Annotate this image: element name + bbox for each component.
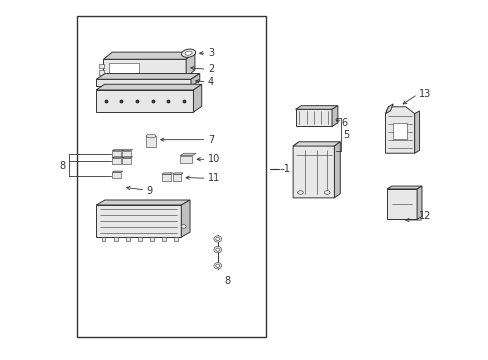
Polygon shape	[414, 111, 419, 153]
Polygon shape	[386, 189, 416, 219]
Ellipse shape	[184, 51, 192, 55]
Bar	[392, 123, 407, 139]
Bar	[114, 237, 117, 242]
Polygon shape	[292, 143, 334, 198]
Polygon shape	[180, 156, 192, 163]
Polygon shape	[96, 90, 193, 112]
Polygon shape	[112, 171, 122, 172]
Polygon shape	[181, 200, 190, 237]
Polygon shape	[112, 172, 121, 178]
Text: 4: 4	[207, 77, 214, 87]
Ellipse shape	[215, 237, 219, 240]
Text: 8: 8	[60, 161, 65, 171]
Polygon shape	[122, 158, 130, 164]
Polygon shape	[112, 150, 122, 151]
Polygon shape	[172, 173, 183, 174]
Text: 5: 5	[342, 130, 348, 140]
Polygon shape	[99, 64, 104, 68]
Polygon shape	[112, 157, 122, 158]
Polygon shape	[180, 153, 196, 156]
Bar	[109, 63, 138, 73]
Bar	[125, 237, 129, 242]
Polygon shape	[331, 106, 337, 126]
Bar	[77, 16, 266, 337]
Polygon shape	[334, 142, 340, 198]
Polygon shape	[96, 79, 191, 86]
Polygon shape	[103, 59, 186, 77]
Ellipse shape	[297, 191, 303, 194]
Polygon shape	[186, 52, 195, 77]
Text: 10: 10	[207, 154, 220, 164]
Ellipse shape	[213, 247, 221, 253]
Polygon shape	[193, 84, 201, 112]
Bar	[150, 237, 154, 242]
Polygon shape	[162, 173, 172, 174]
Ellipse shape	[213, 262, 221, 269]
Polygon shape	[96, 84, 201, 90]
Polygon shape	[191, 73, 200, 86]
Text: 3: 3	[207, 48, 214, 58]
Polygon shape	[96, 205, 181, 237]
Text: 6: 6	[341, 118, 347, 128]
Ellipse shape	[213, 236, 221, 242]
Text: 7: 7	[207, 135, 214, 145]
Polygon shape	[162, 174, 170, 181]
Polygon shape	[103, 52, 195, 59]
Polygon shape	[172, 174, 181, 181]
Polygon shape	[99, 70, 104, 75]
Polygon shape	[112, 158, 121, 164]
Text: 11: 11	[207, 173, 220, 183]
Bar	[174, 237, 178, 242]
Ellipse shape	[146, 134, 156, 138]
Ellipse shape	[181, 49, 195, 57]
Text: 9: 9	[146, 186, 152, 196]
Polygon shape	[112, 151, 121, 157]
Polygon shape	[292, 142, 340, 146]
Text: 13: 13	[418, 89, 430, 99]
Ellipse shape	[324, 191, 329, 194]
Bar	[138, 237, 142, 242]
Polygon shape	[122, 157, 132, 158]
Text: 12: 12	[418, 211, 430, 221]
Ellipse shape	[215, 264, 219, 267]
Polygon shape	[385, 104, 392, 114]
Polygon shape	[295, 106, 337, 109]
Polygon shape	[96, 200, 190, 205]
Ellipse shape	[181, 225, 186, 228]
Text: 8: 8	[224, 276, 230, 286]
Text: 2: 2	[207, 64, 214, 74]
Polygon shape	[295, 109, 331, 126]
Bar	[146, 136, 156, 147]
Bar	[102, 237, 105, 242]
Polygon shape	[96, 73, 200, 79]
Polygon shape	[122, 150, 132, 151]
Text: –1: –1	[279, 164, 290, 174]
Polygon shape	[386, 186, 421, 189]
Polygon shape	[122, 151, 130, 157]
Bar	[162, 237, 166, 242]
Polygon shape	[416, 186, 421, 219]
Polygon shape	[385, 107, 414, 153]
Ellipse shape	[215, 248, 219, 251]
